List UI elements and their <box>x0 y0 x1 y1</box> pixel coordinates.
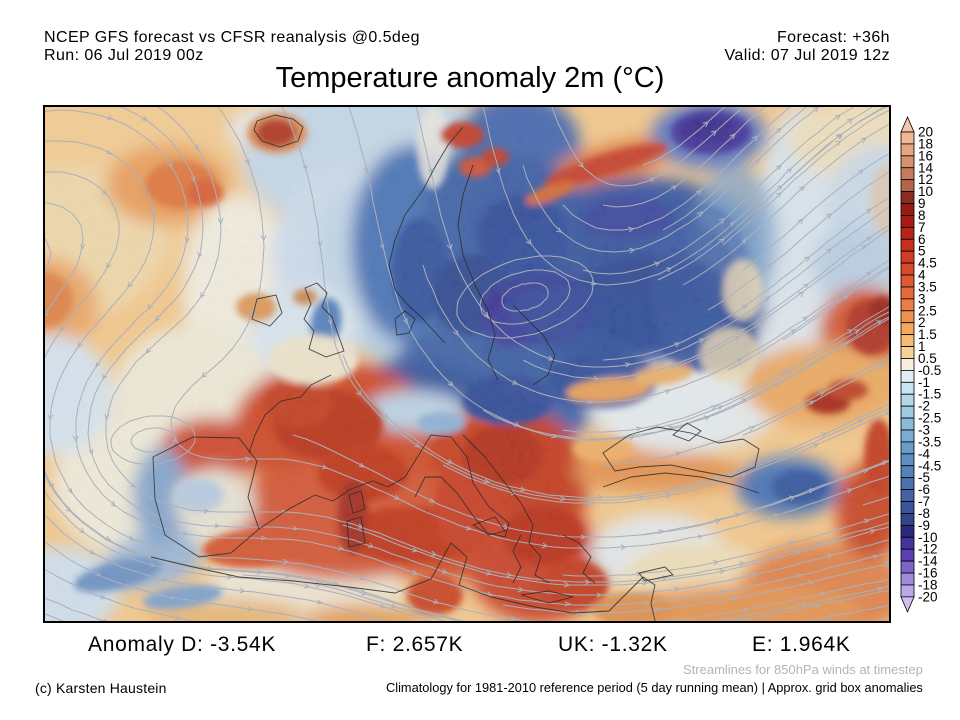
svg-text:4.5: 4.5 <box>918 256 937 271</box>
svg-text:-8: -8 <box>918 506 930 521</box>
svg-text:-4: -4 <box>918 446 930 461</box>
svg-text:-12: -12 <box>918 542 938 557</box>
svg-text:-6: -6 <box>918 482 930 497</box>
svg-text:0.5: 0.5 <box>918 351 937 366</box>
svg-text:-9: -9 <box>918 518 930 533</box>
svg-text:1.5: 1.5 <box>918 327 937 342</box>
svg-text:-18: -18 <box>918 577 938 592</box>
svg-text:-5: -5 <box>918 470 930 485</box>
svg-text:-1: -1 <box>918 375 930 390</box>
svg-text:8: 8 <box>918 208 926 223</box>
svg-text:-20: -20 <box>918 589 938 604</box>
svg-text:14: 14 <box>918 160 934 175</box>
svg-text:-10: -10 <box>918 530 938 545</box>
svg-text:-7: -7 <box>918 494 930 509</box>
svg-text:16: 16 <box>918 148 933 163</box>
svg-text:-14: -14 <box>918 554 938 569</box>
svg-text:9: 9 <box>918 196 926 211</box>
svg-text:3: 3 <box>918 291 926 306</box>
svg-text:-4.5: -4.5 <box>918 458 941 473</box>
svg-text:2.5: 2.5 <box>918 303 937 318</box>
svg-text:18: 18 <box>918 136 933 151</box>
svg-text:-3: -3 <box>918 423 930 438</box>
svg-text:20: 20 <box>918 125 933 140</box>
svg-text:-0.5: -0.5 <box>918 363 941 378</box>
svg-text:-3.5: -3.5 <box>918 434 941 449</box>
svg-text:-2: -2 <box>918 399 930 414</box>
svg-text:1: 1 <box>918 339 926 354</box>
svg-text:-1.5: -1.5 <box>918 387 941 402</box>
svg-text:4: 4 <box>918 268 926 283</box>
svg-text:2: 2 <box>918 315 926 330</box>
svg-text:12: 12 <box>918 172 933 187</box>
svg-text:-16: -16 <box>918 566 938 581</box>
svg-text:5: 5 <box>918 244 926 259</box>
svg-text:-2.5: -2.5 <box>918 411 941 426</box>
svg-text:6: 6 <box>918 232 926 247</box>
svg-text:10: 10 <box>918 184 933 199</box>
svg-text:3.5: 3.5 <box>918 279 937 294</box>
svg-text:7: 7 <box>918 220 926 235</box>
